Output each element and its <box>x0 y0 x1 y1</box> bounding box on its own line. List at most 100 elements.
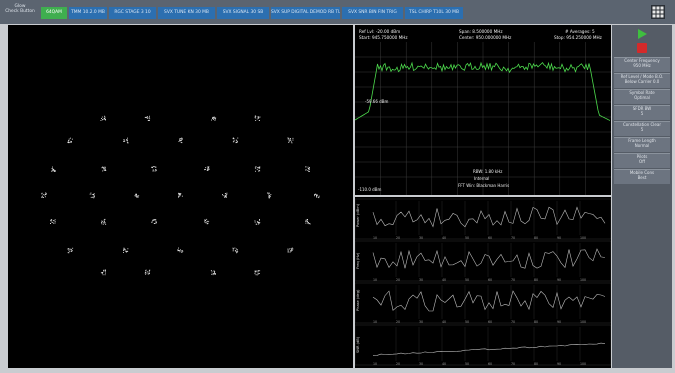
start-freq-text: Start: 945.750000 MHz <box>359 35 408 40</box>
marker-level-text: -59.66 dBm <box>365 99 388 104</box>
constellation-clear-label: Constellation Clear <box>623 122 661 127</box>
trace-tick-label: 70 <box>511 278 515 282</box>
trace-panel: Phase (deg) 10 20 30 40 50 60 70 80 90 100 <box>354 282 612 324</box>
constellation-point <box>287 247 294 253</box>
ref-level-value: Below Carrier 0.0 <box>624 79 660 84</box>
symbol-rate-label: Symbol Rate <box>629 90 655 95</box>
trace-tick-label: 10 <box>373 236 377 240</box>
tab-svx-snr[interactable]: SVX SNR BIN FIN TRIG <box>342 7 403 19</box>
constellation-point <box>100 269 106 276</box>
center-frequency-label: Center Frequency <box>624 58 660 63</box>
constellation-point <box>67 137 73 144</box>
top-left-label[interactable]: Glow Check Button <box>2 4 38 20</box>
mobile-cons-button[interactable]: Mobile Cons Best <box>614 169 670 184</box>
constellation-point <box>267 192 272 199</box>
constellation-point <box>178 137 183 144</box>
trace-tick-label: 40 <box>442 236 446 240</box>
symbol-rate-button[interactable]: Symbol Rate Optimal <box>614 89 670 104</box>
pilots-label: Pilots <box>636 154 648 159</box>
stop-icon[interactable] <box>636 43 648 53</box>
constellation-point <box>178 192 183 198</box>
ref-level-button[interactable]: Ref Level / Mode B.O. Below Carrier 0.0 <box>614 73 670 88</box>
trace-tick-label: 80 <box>534 362 538 366</box>
trace-line <box>372 206 606 228</box>
constellation-point <box>123 247 129 253</box>
pilots-value: Off <box>639 159 645 164</box>
trace-tick-label: 90 <box>557 320 561 324</box>
constellation-clear-button[interactable]: Constellation Clear 5 <box>614 121 670 136</box>
symbol-rate-value: Optimal <box>634 95 650 100</box>
trace-tick-label: 60 <box>488 362 492 366</box>
tab-tsl-chirp[interactable]: TSL CHIRP T10L 30 MB <box>405 7 463 19</box>
trace-tick-label: 70 <box>511 320 515 324</box>
trace-panel-label: SNR (dB) <box>356 336 360 353</box>
trace-tick-label: 30 <box>419 320 423 324</box>
fft-window-text: FFT Win: Blackman Harris <box>458 183 509 188</box>
tab-64qam[interactable]: 64QAM <box>41 7 67 19</box>
trace-tick-label: 100 <box>580 362 586 366</box>
grid-icon[interactable] <box>651 5 665 19</box>
constellation-point <box>254 219 261 225</box>
constellation-point <box>204 218 210 225</box>
constellation-point <box>210 270 216 276</box>
ref-level-label: Ref Level / Mode B.O. <box>620 74 664 79</box>
tab-svx-tune[interactable]: SVX TUNE KN 30 MB <box>158 7 215 19</box>
tab-tmm[interactable]: TMM 10.2.0 MB <box>69 7 107 19</box>
trace-tick-label: 90 <box>557 278 561 282</box>
center-frequency-button[interactable]: Center Frequency 950 MHz <box>614 57 670 72</box>
trace-tick-label: 10 <box>373 278 377 282</box>
trace-tick-label: 100 <box>580 320 586 324</box>
trace-tick-label: 80 <box>534 320 538 324</box>
tab-rgc-stage[interactable]: RGC STAGE 3 10 <box>109 7 156 19</box>
constellation-point <box>314 193 320 199</box>
trace-panel: SNR (dB) 10 20 30 40 50 60 70 80 90 100 <box>354 324 612 366</box>
span-text: Span: 8.500000 MHz <box>459 29 503 34</box>
frame-length-value: Normal <box>634 143 650 148</box>
trace-tick-label: 90 <box>557 362 561 366</box>
constellation-display <box>8 25 353 368</box>
constellation-point <box>67 247 74 254</box>
sfdr-bw-value: 5 <box>640 111 644 116</box>
trace-line <box>372 342 606 356</box>
ref-level-text: Ref Lvl: -20.00 dBm <box>359 29 400 34</box>
frame-length-label: Frame Length <box>628 138 656 143</box>
center-frequency-value: 950 MHz <box>633 63 651 68</box>
trace-tick-label: 30 <box>419 362 423 366</box>
trace-tick-label: 10 <box>373 362 377 366</box>
constellation-point <box>222 192 228 198</box>
constellation-point <box>254 270 261 276</box>
side-control-panel: Center Frequency 950 MHz Ref Level / Mod… <box>612 25 672 368</box>
constellation-point <box>232 247 239 254</box>
constellation-point <box>232 137 239 144</box>
trace-panel: Power (dBm) 10 20 30 40 50 60 70 80 90 100 <box>354 198 612 240</box>
constellation-point <box>123 137 129 144</box>
center-freq-text: Center: 950.000000 MHz <box>459 35 512 40</box>
constellation-plot <box>41 115 320 276</box>
sfdr-bw-label: SFDR BW <box>632 106 652 111</box>
constellation-point <box>101 218 107 225</box>
pilots-button[interactable]: Pilots Off <box>614 153 670 168</box>
constellation-point <box>254 115 261 121</box>
top-toolbar: Glow Check Button 64QAM TMM 10.2.0 MB RG… <box>0 0 675 24</box>
constellation-point <box>305 166 310 172</box>
frame-length-button[interactable]: Frame Length Normal <box>614 137 670 152</box>
tab-svx-signal[interactable]: SVX SIGNAL 30 SB <box>217 7 269 19</box>
mode-text: Internal <box>474 176 489 181</box>
trace-tick-label: 40 <box>442 278 446 282</box>
averages-text: # Averages: 5 <box>565 29 595 34</box>
trace-tick-label: 40 <box>442 320 446 324</box>
trace-panel-label: Phase (deg) <box>356 289 360 311</box>
trace-tick-label: 40 <box>442 362 446 366</box>
constellation-point <box>89 192 95 199</box>
constellation-point <box>177 247 184 253</box>
trace-tick-label: 60 <box>488 236 492 240</box>
tab-svx-sup[interactable]: SVX SUP DIGITAL DEMOD RB TL <box>271 7 340 19</box>
trace-tick-label: 30 <box>419 278 423 282</box>
play-icon[interactable] <box>636 29 648 39</box>
mobile-cons-label: Mobile Cons <box>629 170 655 175</box>
sfdr-bw-button[interactable]: SFDR BW 5 <box>614 105 670 120</box>
trace-tick-label: 90 <box>557 236 561 240</box>
top-left-label-line2: Check Button <box>5 9 35 14</box>
constellation-point <box>151 219 157 224</box>
